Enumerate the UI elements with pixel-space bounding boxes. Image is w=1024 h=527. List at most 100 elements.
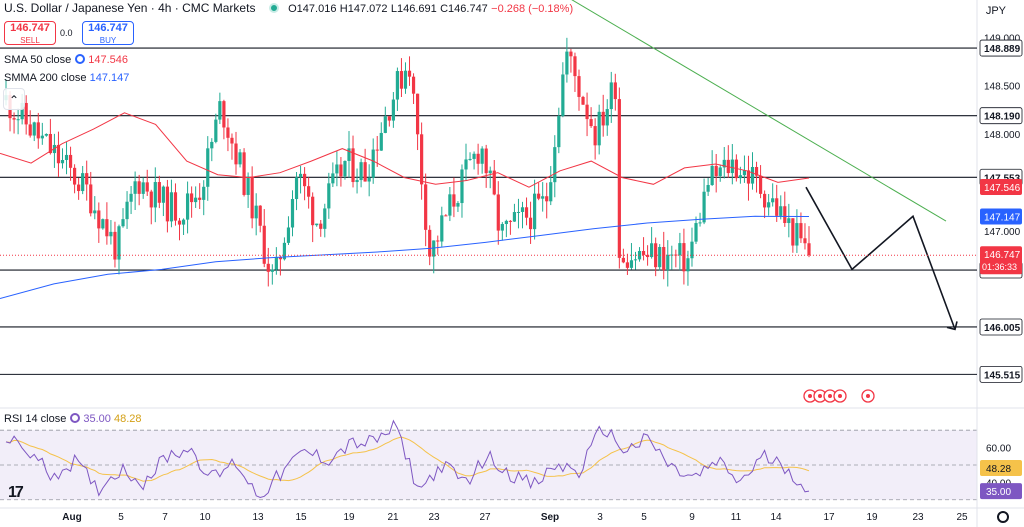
smma200-legend[interactable]: SMMA 200 close 147.147	[4, 72, 129, 84]
candle-body	[303, 173, 307, 187]
price-tick-label: 148.500	[984, 82, 1021, 93]
rsi-ma-line	[5, 436, 810, 482]
candle-body	[682, 243, 686, 272]
candle-body	[625, 262, 630, 268]
time-tick-label: 19	[866, 512, 878, 523]
candle-body	[149, 191, 153, 208]
candle-body	[169, 192, 174, 222]
candle-body	[464, 159, 468, 170]
candle-body	[738, 175, 743, 179]
candle-body	[97, 210, 101, 229]
candle-body	[339, 164, 343, 177]
price-tick-label: 147.000	[984, 227, 1021, 238]
economic-event-dot	[828, 394, 832, 398]
candle-body	[335, 164, 339, 174]
candle-body	[12, 118, 16, 120]
rsi-settings-icon[interactable]	[70, 413, 81, 423]
tradingview-logo[interactable]: 17	[8, 484, 24, 501]
sma50-legend[interactable]: SMA 50 close 147.546	[4, 54, 128, 66]
time-tick-label: 11	[731, 512, 742, 523]
candle-body	[307, 186, 311, 197]
candle-body	[524, 207, 529, 218]
smma200-axis-tag: 147.147	[984, 213, 1021, 224]
candle-body	[109, 231, 113, 237]
candle-body	[621, 257, 625, 263]
candle-body	[722, 159, 726, 168]
candle-body	[157, 182, 161, 203]
candle-body	[351, 148, 355, 183]
candle-body	[597, 111, 601, 146]
candle-body	[121, 219, 125, 227]
candle-body	[181, 219, 186, 225]
candle-body	[32, 122, 36, 136]
smma200-line	[0, 215, 810, 299]
candle-body	[763, 193, 767, 208]
candle-body	[161, 186, 165, 203]
candle-body	[617, 99, 621, 258]
currency-label[interactable]: JPY	[985, 5, 1006, 17]
candle-body	[601, 111, 605, 126]
rsi-value: 35.00	[83, 413, 111, 425]
sell-label: SELL	[20, 36, 40, 45]
sell-button[interactable]: 146.747 SELL	[4, 21, 56, 45]
candle-body	[480, 148, 484, 164]
candle-body	[278, 256, 282, 260]
candle-body	[262, 225, 266, 264]
level-label: 148.190	[984, 112, 1021, 123]
ohlc-close: C146.747	[440, 3, 488, 15]
ohlc-high: H147.072	[339, 3, 388, 15]
indicator-settings-icon[interactable]	[75, 54, 86, 64]
candle-body	[537, 193, 541, 199]
candle-body	[85, 173, 89, 185]
rsi-value-tag: 35.00	[986, 487, 1011, 498]
candle-body	[44, 133, 48, 136]
candle-body	[48, 133, 52, 154]
time-tick-label: Aug	[62, 512, 81, 523]
candle-body	[484, 148, 488, 174]
candle-body	[504, 220, 508, 225]
candle-body	[359, 162, 363, 181]
candle-body	[202, 186, 206, 200]
candle-body	[533, 193, 537, 230]
candle-body	[56, 144, 61, 164]
candle-body	[323, 208, 327, 229]
candle-body	[24, 102, 28, 125]
time-tick-label: 14	[770, 512, 782, 523]
level-label-box	[979, 365, 1023, 383]
candle-body	[266, 263, 270, 272]
candle-body	[258, 205, 262, 226]
candle-body	[36, 122, 40, 139]
candle-body	[573, 56, 577, 77]
candle-body	[472, 153, 476, 159]
candle-body	[198, 197, 202, 200]
gear-icon[interactable]	[997, 511, 1009, 523]
candle-body	[645, 254, 650, 258]
collapse-legend-button[interactable]: ⌃	[3, 88, 25, 110]
symbol-title[interactable]: U.S. Dollar / Japanese Yen · 4h · CMC Ma…	[4, 1, 256, 15]
candle-body	[791, 218, 795, 246]
candle-body	[165, 186, 170, 222]
candle-body	[383, 116, 387, 133]
level-label: 148.889	[984, 44, 1021, 55]
candle-body	[105, 219, 109, 237]
candle-body	[448, 194, 452, 216]
candle-body	[355, 180, 359, 183]
candle-body	[444, 215, 448, 217]
candle-body	[294, 177, 299, 200]
candle-body	[581, 96, 585, 105]
candle-body	[137, 181, 141, 194]
countdown-label: 01:36:33	[982, 262, 1017, 272]
rsi-legend[interactable]: RSI 14 close 35.00 48.28	[4, 413, 142, 425]
candle-body	[561, 74, 565, 116]
candle-body	[391, 99, 395, 121]
candle-body	[319, 223, 323, 229]
market-status-icon	[268, 3, 279, 13]
candle-body	[456, 203, 460, 207]
candle-body	[662, 246, 666, 271]
candle-body	[718, 167, 722, 177]
candle-body	[16, 119, 20, 121]
candle-body	[331, 173, 335, 184]
buy-button[interactable]: 146.747 BUY	[82, 21, 134, 45]
level-label: 147.553	[984, 173, 1021, 184]
